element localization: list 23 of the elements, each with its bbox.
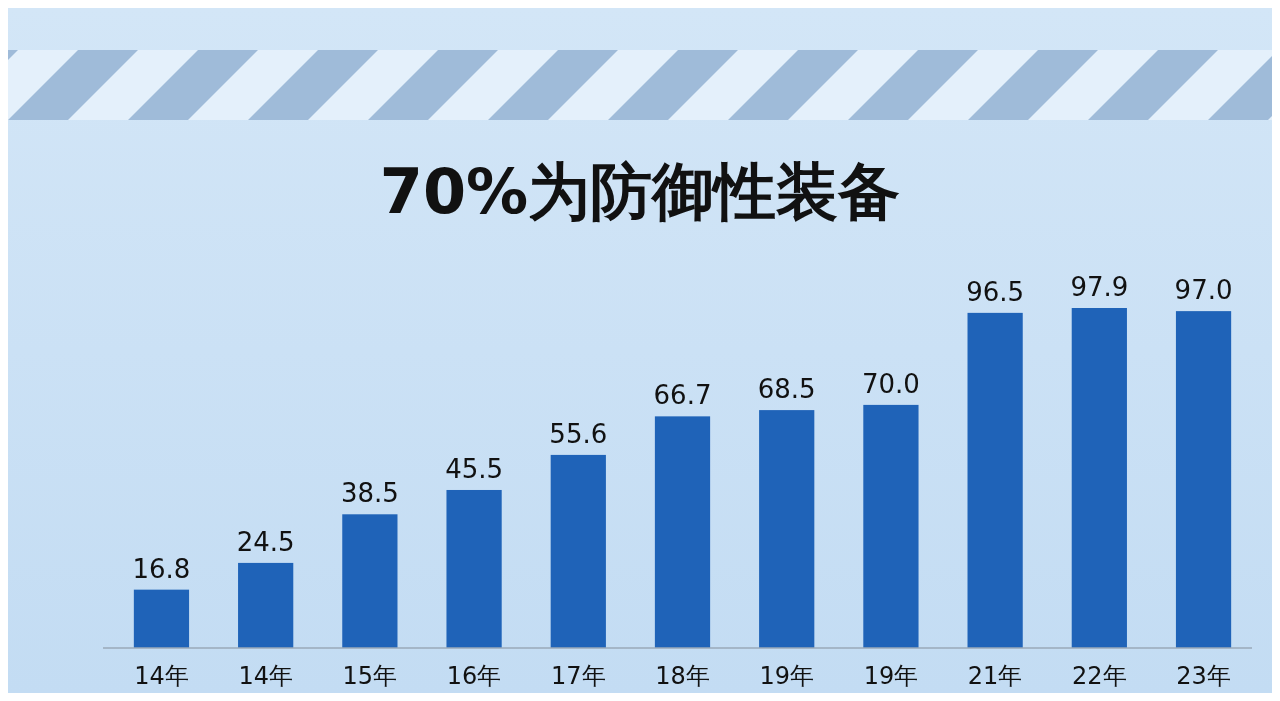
data-label: 38.5 bbox=[340, 478, 399, 509]
data-label: 97.0 bbox=[1174, 275, 1233, 306]
x-tick-label: 18年 bbox=[655, 662, 710, 690]
x-tick-label: 22年 bbox=[1072, 662, 1127, 690]
data-label: 96.5 bbox=[966, 276, 1025, 307]
data-label: 97.9 bbox=[1070, 272, 1129, 302]
data-label: 68.5 bbox=[757, 374, 816, 405]
data-label: 70.0 bbox=[861, 368, 920, 399]
x-tick-label: 23年 bbox=[1176, 662, 1231, 690]
chart-title: 70%为防御性装备 bbox=[379, 155, 901, 228]
x-tick-label: 21年 bbox=[967, 662, 1023, 690]
x-tick-label: 17年 bbox=[551, 662, 606, 690]
data-label: 45.5 bbox=[445, 453, 504, 484]
data-label: 16.8 bbox=[132, 553, 191, 584]
x-tick-label: 19年 bbox=[759, 662, 814, 690]
data-label: 55.6 bbox=[549, 418, 608, 449]
x-tick-label: 15年 bbox=[342, 662, 398, 690]
data-label: 66.7 bbox=[653, 380, 712, 411]
x-tick-label: 16年 bbox=[446, 662, 502, 690]
x-tick-label: 14年 bbox=[134, 662, 189, 690]
x-tick-label: 19年 bbox=[863, 662, 919, 690]
x-tick-label: 14年 bbox=[238, 662, 293, 690]
data-label: 24.5 bbox=[236, 526, 295, 557]
